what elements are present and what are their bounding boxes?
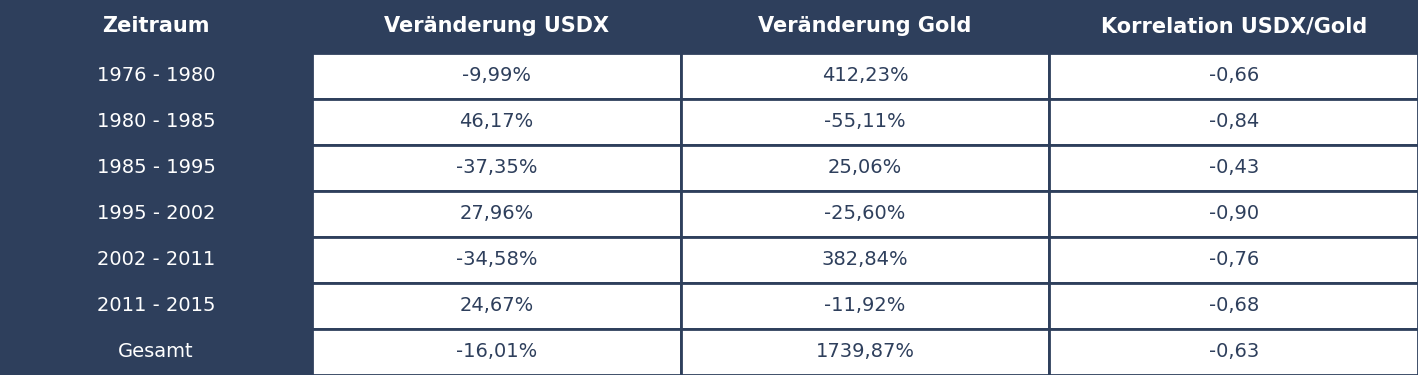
Text: 1739,87%: 1739,87%: [815, 342, 915, 362]
Text: Veränderung Gold: Veränderung Gold: [759, 16, 971, 36]
Bar: [312, 329, 681, 375]
Text: Gesamt: Gesamt: [118, 342, 194, 362]
Text: -55,11%: -55,11%: [824, 112, 906, 131]
Text: 412,23%: 412,23%: [821, 66, 909, 86]
Bar: [1049, 191, 1418, 237]
Bar: [681, 329, 1049, 375]
Bar: [0, 0, 312, 53]
Text: -9,99%: -9,99%: [462, 66, 530, 86]
Bar: [681, 99, 1049, 145]
Text: 1976 - 1980: 1976 - 1980: [96, 66, 216, 86]
Text: 1985 - 1995: 1985 - 1995: [96, 159, 216, 177]
Text: -25,60%: -25,60%: [824, 204, 906, 224]
Text: -16,01%: -16,01%: [455, 342, 537, 362]
Text: Zeitraum: Zeitraum: [102, 16, 210, 36]
Text: -0,43: -0,43: [1208, 159, 1259, 177]
Text: 382,84%: 382,84%: [821, 251, 909, 270]
Bar: [681, 53, 1049, 99]
Text: 25,06%: 25,06%: [828, 159, 902, 177]
Text: 2002 - 2011: 2002 - 2011: [96, 251, 216, 270]
Bar: [312, 53, 681, 99]
Bar: [1049, 145, 1418, 191]
Bar: [312, 283, 681, 329]
Bar: [1049, 53, 1418, 99]
Text: 27,96%: 27,96%: [459, 204, 533, 224]
Bar: [681, 145, 1049, 191]
Text: -11,92%: -11,92%: [824, 297, 906, 315]
Text: -34,58%: -34,58%: [455, 251, 537, 270]
Bar: [312, 191, 681, 237]
Text: 1995 - 2002: 1995 - 2002: [96, 204, 216, 224]
Bar: [312, 0, 681, 53]
Bar: [1049, 283, 1418, 329]
Bar: [1049, 0, 1418, 53]
Bar: [681, 191, 1049, 237]
Text: -37,35%: -37,35%: [455, 159, 537, 177]
Text: -0,68: -0,68: [1208, 297, 1259, 315]
Bar: [0, 145, 312, 191]
Bar: [681, 0, 1049, 53]
Bar: [312, 237, 681, 283]
Bar: [1049, 99, 1418, 145]
Bar: [681, 283, 1049, 329]
Text: 2011 - 2015: 2011 - 2015: [96, 297, 216, 315]
Text: -0,63: -0,63: [1208, 342, 1259, 362]
Text: -0,84: -0,84: [1208, 112, 1259, 131]
Bar: [1049, 329, 1418, 375]
Text: Korrelation USDX/Gold: Korrelation USDX/Gold: [1100, 16, 1367, 36]
Text: -0,66: -0,66: [1208, 66, 1259, 86]
Bar: [1049, 237, 1418, 283]
Text: 1980 - 1985: 1980 - 1985: [96, 112, 216, 131]
Bar: [0, 191, 312, 237]
Text: -0,76: -0,76: [1208, 251, 1259, 270]
Bar: [681, 237, 1049, 283]
Text: 24,67%: 24,67%: [459, 297, 533, 315]
Text: 46,17%: 46,17%: [459, 112, 533, 131]
Bar: [0, 237, 312, 283]
Text: Veränderung USDX: Veränderung USDX: [384, 16, 608, 36]
Bar: [0, 329, 312, 375]
Bar: [312, 145, 681, 191]
Bar: [0, 99, 312, 145]
Bar: [0, 283, 312, 329]
Bar: [0, 53, 312, 99]
Text: -0,90: -0,90: [1208, 204, 1259, 224]
Bar: [312, 99, 681, 145]
